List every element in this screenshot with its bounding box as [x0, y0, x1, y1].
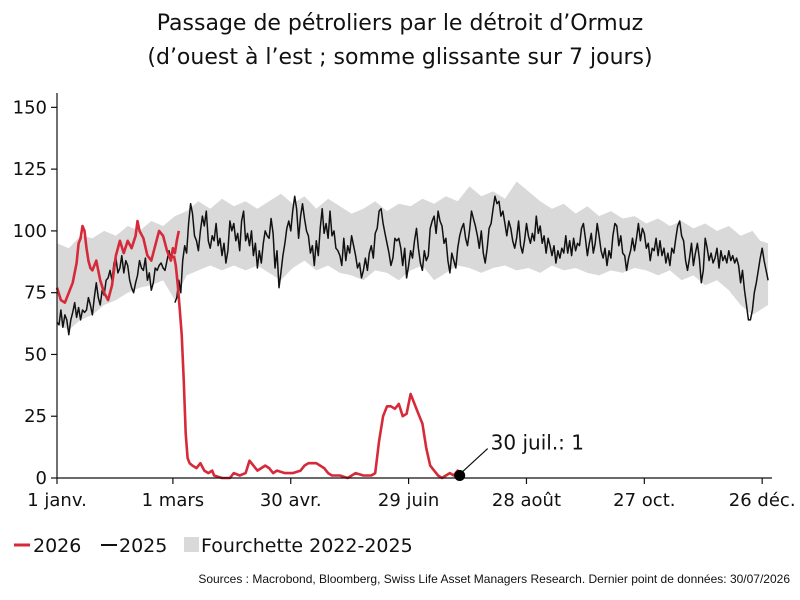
y-tick-label: 50 — [24, 344, 47, 365]
y-tick-label: 100 — [13, 221, 47, 242]
x-tick-label: 27 oct. — [613, 490, 675, 511]
y-tick-label: 125 — [13, 159, 47, 180]
y-axis: 0 25 50 75 100 125 150 — [13, 93, 58, 489]
x-tick-label: 29 juin — [378, 490, 439, 511]
x-tick-label: 26 déc. — [729, 490, 796, 511]
legend: 2026 2025 Fourchette 2022-2025 — [14, 535, 413, 557]
x-tick-label: 28 août — [492, 490, 561, 511]
annotation-leader-line — [462, 448, 489, 472]
x-tick-label: 1 janv. — [27, 490, 87, 511]
annotation: 30 juil.: 1 — [454, 431, 584, 482]
x-tick-label: 30 avr. — [260, 490, 322, 511]
legend-label-2025: 2025 — [119, 535, 167, 557]
chart-subtitle: (d’ouest à l’est ; somme glissante sur 7… — [147, 45, 652, 70]
source-note: Sources : Macrobond, Bloomberg, Swiss Li… — [198, 572, 790, 586]
x-tick-label: 1 mars — [142, 490, 205, 511]
y-tick-label: 0 — [36, 468, 47, 489]
legend-label-range: Fourchette 2022-2025 — [201, 535, 413, 557]
last-data-point-marker — [454, 470, 466, 482]
y-tick-label: 25 — [24, 406, 47, 427]
chart-title: Passage de pétroliers par le détroit d’O… — [157, 11, 643, 36]
annotation-label: 30 juil.: 1 — [491, 431, 584, 455]
x-axis: 1 janv. 1 mars 30 avr. 29 juin 28 août 27 oct… — [27, 477, 796, 511]
y-tick-label: 150 — [13, 97, 47, 118]
series-line-2026 — [55, 219, 461, 480]
y-tick-label: 75 — [24, 283, 47, 304]
legend-label-2026: 2026 — [33, 535, 81, 557]
plot-area — [55, 181, 769, 480]
legend-swatch-range — [184, 537, 199, 552]
